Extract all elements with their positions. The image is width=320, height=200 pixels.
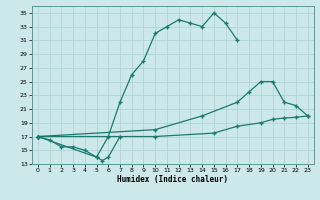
X-axis label: Humidex (Indice chaleur): Humidex (Indice chaleur): [117, 175, 228, 184]
